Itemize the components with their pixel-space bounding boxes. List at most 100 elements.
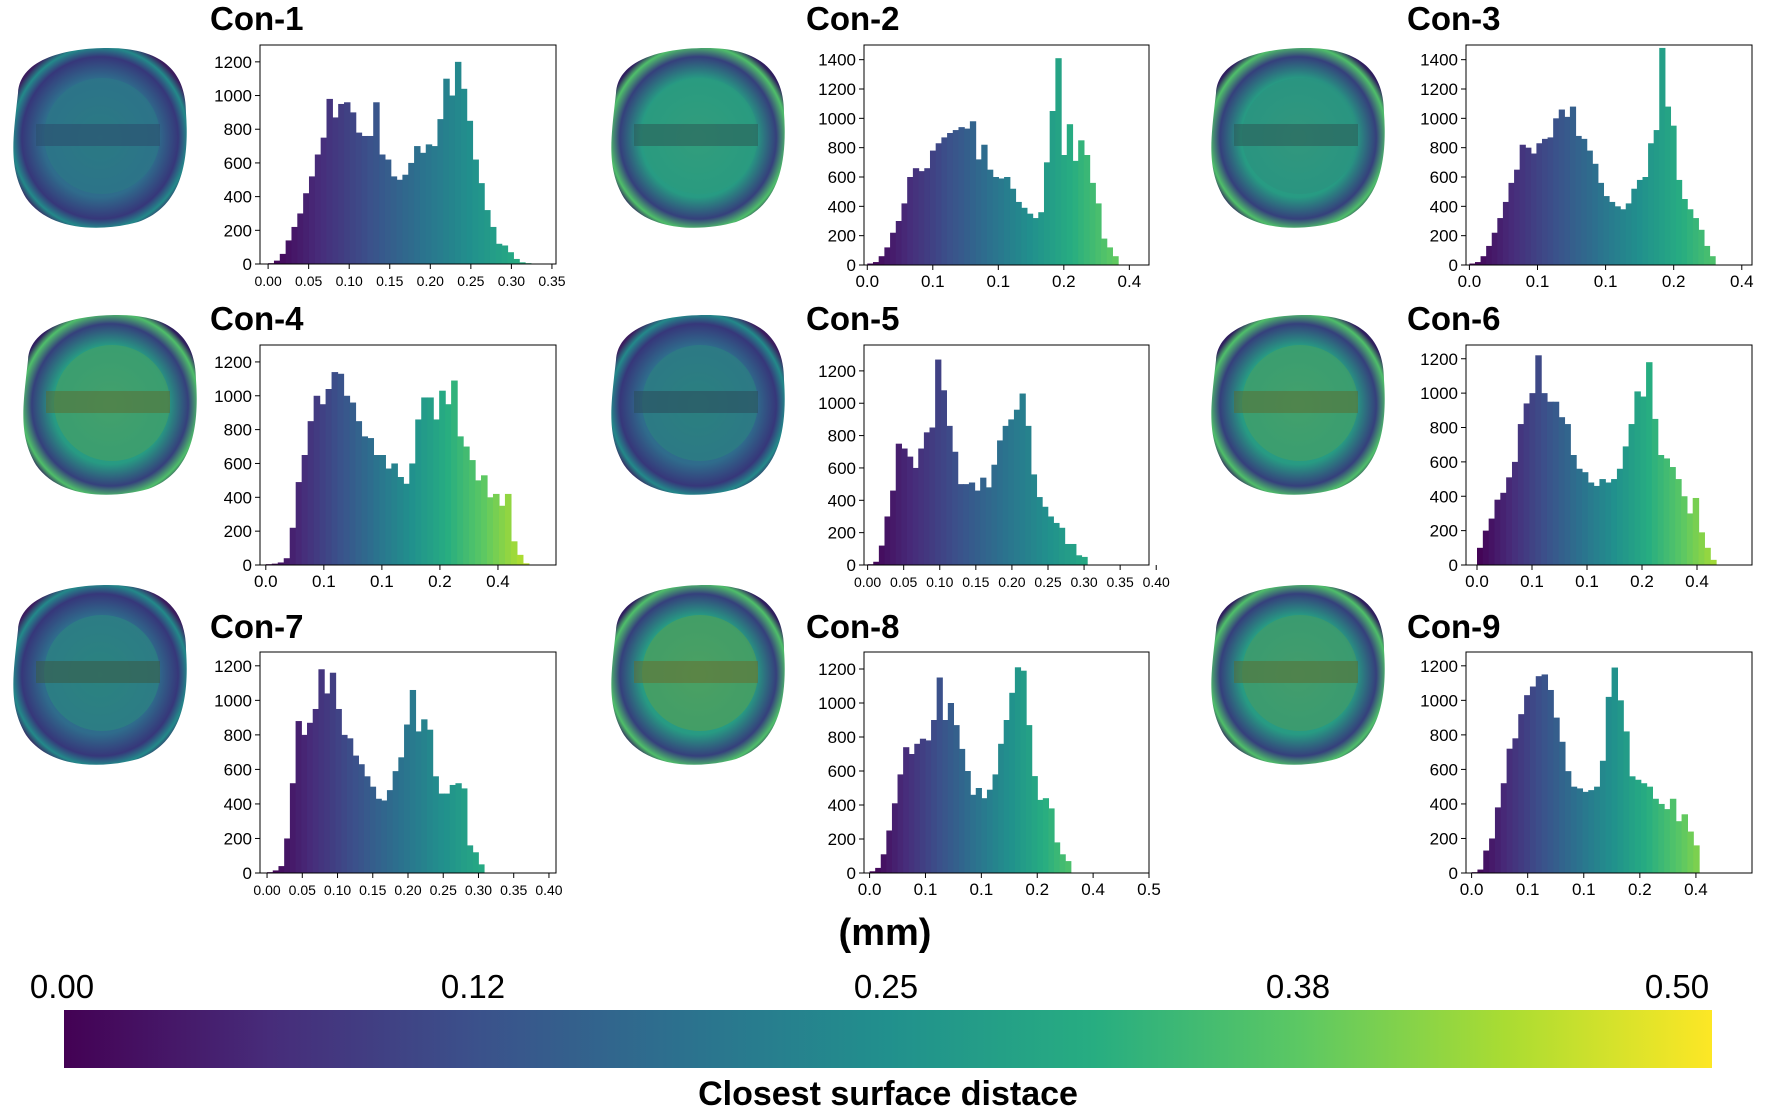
- histogram-bar: [1489, 838, 1496, 873]
- histogram-bar: [903, 747, 910, 873]
- histogram-bar: [1664, 106, 1672, 265]
- histogram-bar: [1049, 111, 1056, 265]
- histogram-bar: [901, 203, 908, 265]
- histogram-bar: [992, 177, 999, 265]
- histogram-bar: [433, 419, 440, 565]
- histogram-bar: [923, 432, 931, 565]
- histogram-bar: [980, 477, 987, 565]
- histogram-bar: [324, 693, 331, 873]
- y-tick-label: 0: [243, 255, 252, 274]
- histogram-bar: [964, 771, 971, 873]
- histogram-bar: [492, 493, 500, 565]
- histogram-bar: [516, 554, 524, 565]
- y-tick-label: 200: [224, 522, 252, 541]
- histogram-bar: [1687, 831, 1694, 873]
- histogram-bar: [1008, 419, 1015, 565]
- histogram-bar: [1026, 213, 1034, 265]
- histogram-bar: [981, 798, 988, 873]
- histogram-bar: [941, 137, 948, 265]
- histogram-bar: [1594, 786, 1601, 873]
- histogram-bar: [478, 864, 485, 873]
- histogram-bar: [369, 786, 377, 873]
- tooth-surface-map-3: [1211, 48, 1385, 228]
- panel-title: Con-1: [210, 0, 304, 37]
- histogram-bar: [886, 830, 893, 873]
- histogram-bar: [454, 61, 462, 264]
- histogram-bar: [1525, 147, 1532, 265]
- histogram-bar: [1657, 455, 1665, 565]
- histogram-bar: [1004, 177, 1011, 265]
- histogram-bar: [1100, 238, 1108, 265]
- histogram-bar: [914, 743, 921, 873]
- histogram-bar: [1597, 182, 1605, 265]
- y-tick-label: 200: [224, 829, 252, 848]
- y-tick-label: 0: [1449, 256, 1458, 275]
- histogram-bar: [373, 455, 380, 565]
- x-tick-label: 0.2: [428, 572, 452, 591]
- histogram-bar: [1486, 245, 1493, 265]
- y-tick-label: 1200: [818, 362, 856, 381]
- histogram-bar: [891, 803, 899, 873]
- histogram-bar: [472, 159, 479, 264]
- histogram-bar: [1663, 458, 1670, 565]
- histogram-bar: [1693, 845, 1700, 874]
- histogram-bar: [431, 146, 439, 264]
- histogram-bar: [469, 460, 476, 565]
- histogram-bar: [451, 380, 458, 565]
- histogram-bar: [475, 480, 482, 565]
- x-tick-label: 0.20: [998, 574, 1025, 590]
- histogram-bar: [1622, 446, 1630, 565]
- histogram-bar: [478, 183, 485, 264]
- histogram-bar: [1009, 692, 1016, 873]
- histogram-bar: [1524, 695, 1531, 873]
- histogram-bar: [1081, 556, 1088, 565]
- histogram-bar: [338, 103, 345, 265]
- histogram-bar: [1003, 720, 1010, 873]
- histogram-bar: [273, 260, 281, 264]
- x-tick-label: 0.2: [1662, 272, 1686, 291]
- x-tick-label: 0.10: [324, 882, 351, 898]
- histogram-bar: [1474, 262, 1482, 265]
- y-tick-label: 1000: [1420, 384, 1458, 403]
- histogram-bar: [1055, 58, 1062, 266]
- histogram-bar: [279, 253, 287, 264]
- histogram-bar: [1653, 130, 1660, 265]
- histogram-bar: [968, 482, 976, 565]
- y-tick-label: 400: [224, 188, 252, 207]
- x-tick-label: 0.5: [1137, 880, 1161, 899]
- histogram-bar: [878, 256, 885, 265]
- histogram-bar: [421, 397, 428, 565]
- histogram-bar: [1546, 401, 1554, 565]
- histogram-bar: [959, 748, 966, 873]
- histogram-bar: [295, 482, 303, 565]
- tooth-surface-map-6: [1211, 315, 1385, 495]
- x-tick-label: 0.0: [1465, 572, 1489, 591]
- panel-title: Con-4: [210, 300, 304, 337]
- histogram-bar: [986, 169, 994, 265]
- y-tick-label: 600: [828, 762, 856, 781]
- histogram-bar: [1541, 393, 1548, 566]
- tooth-surface-map-1: [13, 48, 187, 228]
- histogram-bar: [1480, 256, 1487, 265]
- histogram-panel: Con-4 0 200 400 600 800 1000 1200 0.0 0.1 0.1 0.2 0.…: [210, 300, 557, 591]
- histogram-bar: [404, 724, 411, 873]
- tooth-surface-map-4: [23, 315, 197, 495]
- histogram-bar: [1043, 162, 1051, 265]
- histogram-bar: [986, 789, 994, 873]
- histogram-bar: [998, 743, 1005, 873]
- y-tick-label: 800: [224, 726, 252, 745]
- x-tick-label: 0.00: [854, 574, 881, 590]
- x-tick-label: 0.40: [535, 882, 562, 898]
- y-tick-label: 400: [828, 491, 856, 510]
- x-tick-label: 0.1: [914, 880, 938, 899]
- histogram-bar: [884, 247, 891, 265]
- colorbar: 0.00 0.12 0.25 0.38 0.50 Closest surface…: [30, 968, 1712, 1111]
- x-tick-label: 0.1: [986, 272, 1010, 291]
- y-tick-label: 200: [828, 830, 856, 849]
- histogram-bar: [1588, 790, 1595, 874]
- x-tick-label: 0.0: [254, 572, 278, 591]
- histogram-bar: [1558, 109, 1565, 265]
- histogram-bar: [1078, 140, 1085, 265]
- histogram-bar: [929, 427, 936, 565]
- histogram-bar: [344, 102, 351, 264]
